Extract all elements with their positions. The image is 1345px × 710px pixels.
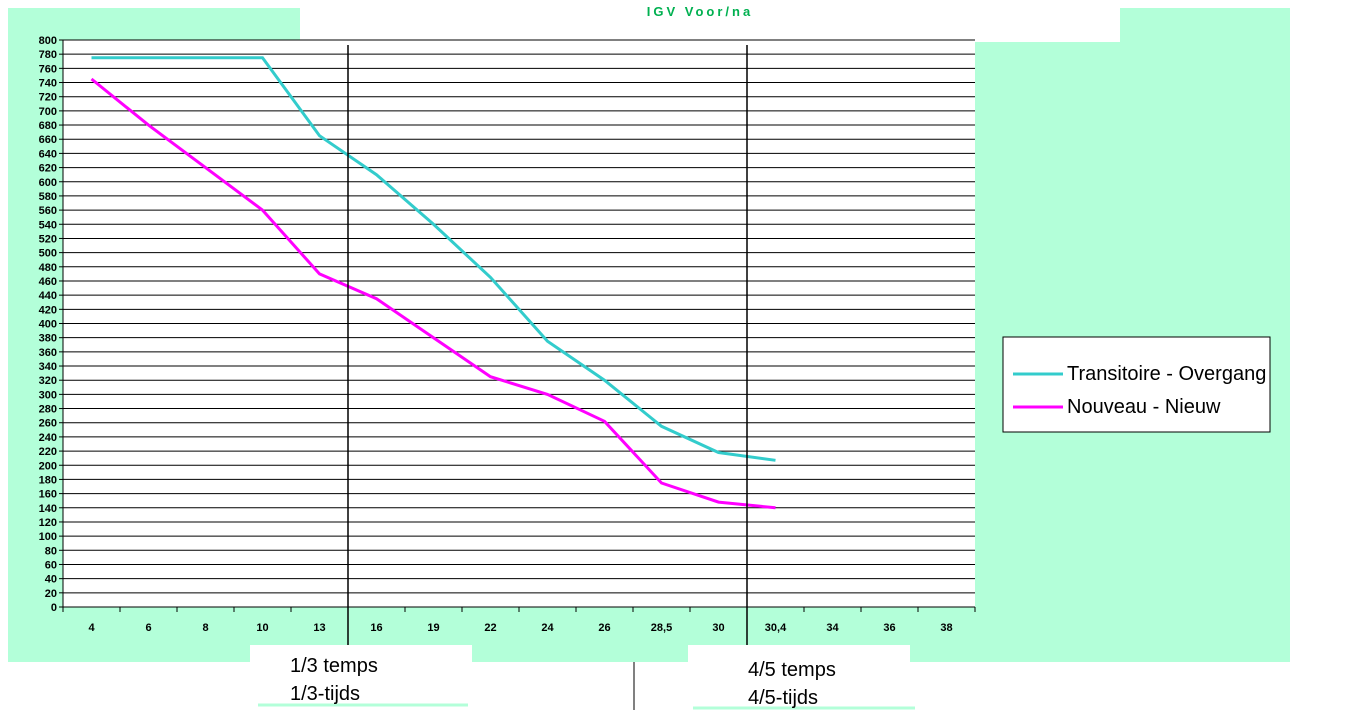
x-tick-label: 28,5 [651,622,672,634]
marker-label-line-2: 4/5-tijds [748,687,818,709]
y-tick-label: 600 [39,177,57,189]
marker-lines [347,45,748,655]
legend-label-transitoire: Transitoire - Overgang [1067,363,1266,385]
y-tick-label: 480 [39,262,57,274]
series-line-transitoire [91,56,776,462]
x-tick-label: 16 [370,622,382,634]
y-tick-label: 180 [39,474,57,486]
y-tick-label: 20 [45,588,57,600]
series-lines [90,56,776,510]
marker-label-line-2: 1/3-tijds [290,683,360,705]
y-tick-label: 100 [39,531,57,543]
y-tick-label: 640 [39,148,57,160]
x-tick-label: 38 [940,622,952,634]
y-tick-label: 300 [39,389,57,401]
y-tick-label: 560 [39,205,57,217]
x-tick-label: 4 [88,622,95,634]
x-axis: 4 6 8 10 13 16 19 22 24 26 28,5 30 30,4 34 36 38 [62,607,976,634]
y-tick-label: 360 [39,347,57,359]
marker-label-one-third: 1/3 temps 1/3-tijds [250,645,472,707]
y-tick-label: 280 [39,404,57,416]
y-tick-label: 420 [39,304,57,316]
y-tick-label: 620 [39,163,57,175]
legend-box [1002,336,1271,433]
marker-label-box [250,645,472,705]
y-tick-label: 660 [39,134,57,146]
y-tick-label: 340 [39,361,57,373]
y-tick-label: 440 [39,290,57,302]
y-tick-label: 380 [39,333,57,345]
x-tick-label: 19 [427,622,439,634]
y-tick-label: 540 [39,219,57,231]
x-tick-label: 13 [313,622,325,634]
y-tick-label: 160 [39,489,57,501]
y-tick-label: 0 [51,602,57,614]
y-tick-label: 140 [39,503,57,515]
x-tick-label: 30 [712,622,724,634]
marker-label-line-1: 1/3 temps [290,655,378,677]
x-tick-label: 34 [826,622,839,634]
x-tick-label: 8 [202,622,208,634]
marker-label-box [688,645,910,710]
y-tick-label: 700 [39,106,57,118]
y-tick-label: 260 [39,418,57,430]
y-tick-label: 500 [39,248,57,260]
gridlines [59,39,975,608]
legend-label-nouveau: Nouveau - Nieuw [1067,396,1221,418]
chart-title: IGV Voor/na [647,4,753,19]
x-tick-label: 30,4 [765,622,787,634]
y-tick-label: 680 [39,120,57,132]
y-tick-label: 240 [39,432,57,444]
y-axis: 0 20 40 60 80 100 120 140 160 180 200 220 240 260 280 3… [39,35,64,614]
y-tick-label: 320 [39,375,57,387]
y-tick-label: 520 [39,233,57,245]
series-line-nouveau [90,77,776,510]
y-tick-label: 740 [39,78,57,90]
x-tick-label: 6 [145,622,151,634]
x-tick-label: 24 [541,622,554,634]
y-tick-label: 460 [39,276,57,288]
y-tick-label: 200 [39,460,57,472]
y-tick-label: 720 [39,92,57,104]
legend: Transitoire - Overgang Nouveau - Nieuw [1002,336,1271,433]
x-tick-label: 10 [256,622,268,634]
y-tick-label: 780 [39,49,57,61]
y-tick-label: 400 [39,319,57,331]
x-tick-label: 36 [883,622,895,634]
marker-label-line-1: 4/5 temps [748,659,836,681]
y-tick-label: 580 [39,191,57,203]
y-tick-label: 120 [39,517,57,529]
y-tick-label: 800 [39,35,57,47]
y-tick-label: 760 [39,63,57,75]
y-tick-label: 220 [39,446,57,458]
x-tick-label: 26 [598,622,610,634]
y-tick-label: 80 [45,545,57,557]
y-tick-label: 60 [45,559,57,571]
y-tick-label: 40 [45,574,57,586]
marker-label-four-fifths: 4/5 temps 4/5-tijds [688,645,915,710]
x-tick-label: 22 [484,622,496,634]
